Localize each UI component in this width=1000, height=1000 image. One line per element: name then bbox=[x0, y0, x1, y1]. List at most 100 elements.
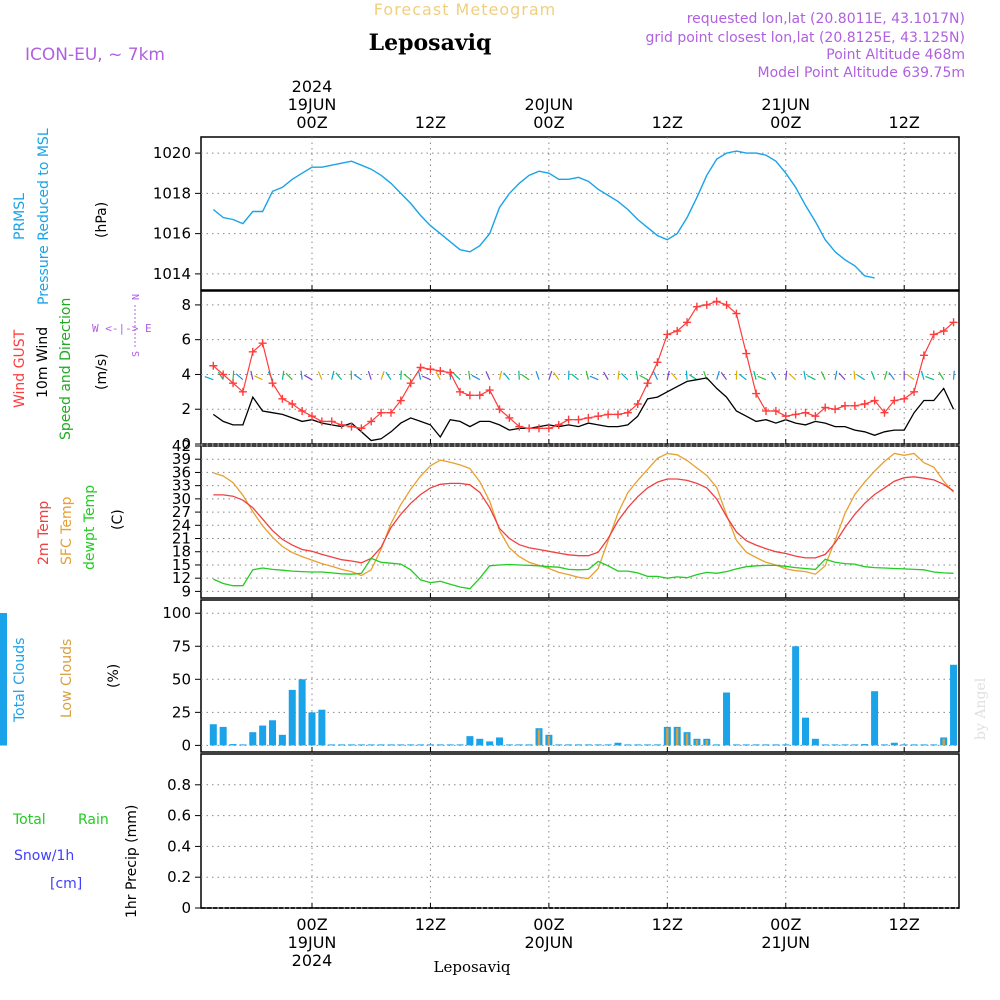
pressure-series-line bbox=[212, 150, 875, 279]
gust-marker bbox=[594, 412, 603, 421]
gust-marker bbox=[347, 422, 356, 431]
year-label-bottom: 2024 bbox=[292, 951, 333, 970]
y-tick-label: 50 bbox=[172, 670, 191, 688]
wind-direction-arrow bbox=[653, 371, 659, 380]
gust-marker bbox=[781, 412, 790, 421]
wind-gust-label: Wind GUST bbox=[12, 329, 28, 408]
cloud-bar bbox=[347, 744, 355, 746]
y-tick-label: 75 bbox=[172, 637, 191, 655]
cloud-bar bbox=[950, 664, 958, 746]
cloud-bar bbox=[505, 744, 513, 746]
panel-frame bbox=[200, 599, 960, 753]
clouds-panel: Total Clouds Low Clouds (%) 0 25 50 75 100 bbox=[0, 604, 958, 754]
cloud-bar bbox=[338, 744, 346, 746]
wind-direction-arrow bbox=[888, 372, 895, 381]
wind-direction-arrow bbox=[435, 371, 441, 380]
wind-direction-arrow bbox=[367, 370, 372, 380]
gust-marker bbox=[791, 410, 800, 419]
wind-direction-arrow bbox=[906, 373, 915, 381]
gust-marker bbox=[890, 396, 899, 405]
y-tick-label: 21 bbox=[172, 530, 191, 548]
gust-marker bbox=[584, 413, 593, 422]
cloud-bar bbox=[713, 744, 721, 746]
wind-direction-arrow bbox=[331, 370, 335, 380]
cloud-bar bbox=[851, 744, 859, 746]
cloud-bar bbox=[308, 712, 316, 746]
wind-direction-arrow bbox=[380, 371, 385, 380]
sfc-temp-line bbox=[213, 452, 954, 580]
gust-marker bbox=[949, 318, 958, 327]
gust-marker bbox=[505, 413, 514, 422]
wind-direction-arrow bbox=[217, 371, 224, 381]
wind-direction-arrow bbox=[385, 371, 392, 381]
cloud-bar bbox=[367, 744, 375, 746]
time-label-top: 00Z bbox=[770, 113, 801, 132]
station-title: Leposaviq bbox=[369, 30, 492, 56]
gust-marker bbox=[752, 389, 761, 398]
y-tick-label: 8 bbox=[181, 296, 191, 314]
gust-marker bbox=[406, 379, 415, 388]
wind-speed-label: Speed and Direction bbox=[58, 298, 74, 440]
wind-direction-arrow bbox=[689, 374, 698, 381]
y-tick-label: 18 bbox=[172, 543, 191, 561]
gust-marker bbox=[653, 358, 662, 367]
wind-direction-arrow bbox=[753, 370, 757, 380]
precip-snow-label: Snow/1h bbox=[14, 848, 74, 864]
y-tick-label: 1014 bbox=[153, 265, 191, 283]
gust-marker bbox=[268, 379, 277, 388]
gust-marker bbox=[801, 408, 810, 417]
cloud-bar bbox=[890, 742, 898, 746]
y-tick-label: 2 bbox=[181, 400, 191, 418]
low-cloud-bar bbox=[685, 733, 689, 746]
cloud-bar bbox=[821, 744, 829, 746]
gust-marker bbox=[643, 379, 652, 388]
wind-direction-arrow bbox=[870, 371, 876, 380]
time-label-bottom: 00Z bbox=[770, 915, 801, 934]
wind-direction-arrow bbox=[720, 372, 727, 381]
low-cloud-bar bbox=[675, 728, 679, 746]
cloud-bar bbox=[456, 744, 464, 746]
wind-direction-arrow bbox=[938, 371, 945, 381]
gust-marker bbox=[515, 422, 524, 431]
gust-marker bbox=[495, 405, 504, 414]
requested-coords: requested lon,lat (20.8011E, 43.1017N) bbox=[687, 11, 965, 27]
gust-marker bbox=[485, 386, 494, 395]
gust-marker bbox=[564, 415, 573, 424]
cloud-bar bbox=[584, 744, 592, 746]
gust-marker bbox=[929, 330, 938, 339]
y-tick-label: 9 bbox=[181, 582, 191, 600]
pressure-y-ticks: 1014 1016 1018 1020 bbox=[153, 144, 201, 283]
y-tick-label: 0.2 bbox=[167, 868, 191, 886]
gust-marker bbox=[910, 387, 919, 396]
gust-marker bbox=[436, 366, 445, 375]
cloud-bar bbox=[594, 744, 602, 746]
date-label-bottom: 20JUN bbox=[524, 933, 573, 952]
point-altitude: Point Altitude 468m bbox=[826, 47, 965, 63]
wind-y-ticks: 0 2 4 6 8 bbox=[181, 296, 201, 453]
cloud-bar bbox=[397, 744, 405, 746]
wind-unit: (m/s) bbox=[94, 353, 110, 390]
cloud-bar bbox=[259, 725, 267, 746]
gust-marker bbox=[367, 417, 376, 426]
gust-marker bbox=[327, 417, 336, 426]
wind-gust-line bbox=[212, 300, 954, 430]
temp-panel: 2m Temp SFC Temp dewpt Temp (C) 91215182… bbox=[36, 437, 954, 600]
gust-marker bbox=[219, 370, 228, 379]
cloud-bar bbox=[565, 744, 573, 746]
gust-marker bbox=[535, 424, 544, 433]
cloud-bar bbox=[0, 627, 7, 746]
wind-direction-arrow bbox=[204, 376, 214, 381]
wind-direction-arrow bbox=[453, 372, 461, 381]
cloud-bar bbox=[318, 709, 326, 746]
year-label-top: 2024 bbox=[292, 77, 333, 96]
precip-panel: Total Rain Snow/1h [cm] 1hr Precip (mm) … bbox=[12, 776, 959, 918]
precip-cm-label: [cm] bbox=[50, 876, 82, 892]
cloud-bar bbox=[910, 744, 918, 746]
wind-direction-arrow bbox=[498, 370, 503, 380]
cloud-bar bbox=[328, 744, 336, 746]
cloud-bar bbox=[298, 679, 306, 746]
wind-direction-arrows bbox=[204, 370, 955, 381]
gust-marker bbox=[623, 408, 632, 417]
y-tick-label: 33 bbox=[172, 477, 191, 495]
